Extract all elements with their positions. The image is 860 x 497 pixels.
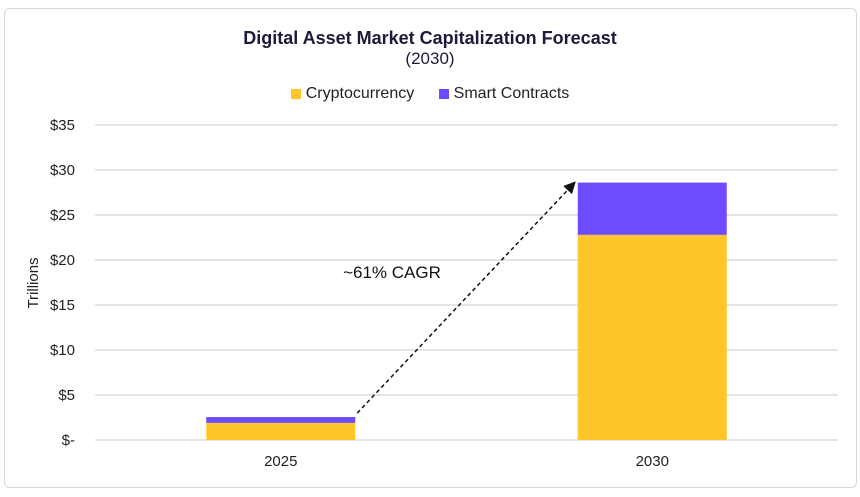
legend-item-cryptocurrency: Cryptocurrency	[290, 85, 415, 103]
legend-swatch	[290, 89, 301, 99]
y-tick-label: $15	[50, 297, 75, 314]
legend-swatch	[438, 89, 449, 99]
bar-cryptocurrency-2030	[577, 234, 727, 440]
y-tick-label: $10	[50, 342, 75, 359]
y-tick-label: $-	[62, 432, 75, 449]
cagr-annotation: ~61% CAGR	[343, 263, 441, 282]
y-tick-label: $30	[50, 162, 75, 179]
bar-cryptocurrency-2025	[206, 422, 356, 440]
y-axis-label: Trillions	[25, 257, 42, 308]
legend: Cryptocurrency Smart Contracts	[0, 85, 860, 104]
y-tick-label: $5	[58, 387, 75, 404]
y-tick-label: $35	[50, 117, 75, 134]
chart-title: Digital Asset Market Capitalization Fore…	[243, 28, 617, 48]
legend-item-smart-contracts: Smart Contracts	[438, 85, 570, 103]
y-tick-label: $20	[50, 252, 75, 269]
x-tick-label: 2030	[636, 453, 669, 470]
legend-label: Smart Contracts	[453, 85, 570, 102]
bar-smart-contracts-2030	[577, 182, 727, 235]
cagr-arrow	[356, 181, 576, 414]
chart-subtitle: (2030)	[405, 49, 455, 68]
bar-smart-contracts-2025	[206, 417, 356, 423]
y-tick-label: $25	[50, 207, 75, 224]
legend-label: Cryptocurrency	[305, 85, 415, 102]
x-tick-label: 2025	[264, 453, 297, 470]
